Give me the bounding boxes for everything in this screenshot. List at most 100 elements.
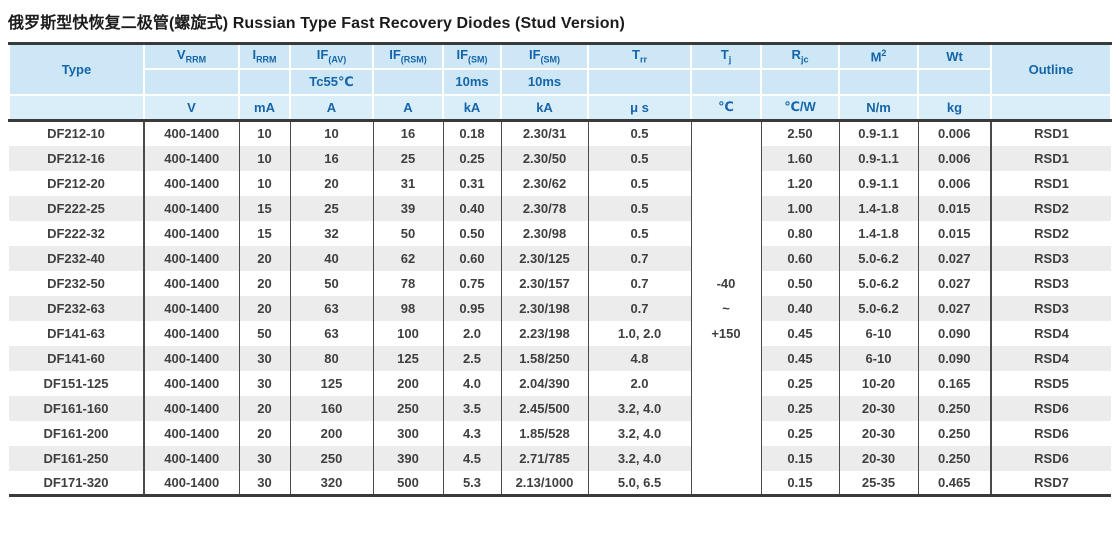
table-row: DF232-40 400-1400 20 40 62 0.60 2.30/125 0.7 0.6…	[9, 245, 1111, 271]
cell-ifsm10: 2.30/198	[500, 295, 588, 321]
cell-irrm: 10	[238, 145, 290, 171]
cell-outline: RSD7	[990, 470, 1111, 496]
cell-ifrsm: 39	[372, 195, 443, 221]
cell-ifrsm: 78	[372, 270, 443, 296]
cell-ifrsm: 300	[372, 420, 443, 446]
table-row: DF141-63 400-1400 50 63 100 2.0 2.23/198 1.0, 2…	[9, 320, 1111, 346]
page-title: 俄罗斯型快恢复二极管(螺旋式) Russian Type Fast Recove…	[8, 15, 625, 32]
cell-trr: 5.0, 6.5	[587, 470, 691, 496]
cell-ifsm10: 2.30/157	[500, 270, 588, 296]
col-header-rjc: Rjc	[760, 42, 840, 70]
cell-irrm: 30	[238, 345, 290, 371]
cell-ifsm: 0.25	[442, 145, 501, 171]
unit-ifav: A	[289, 93, 374, 122]
header-row-conditions: Tc55℃ 10ms 10ms	[9, 67, 1111, 96]
diode-spec-table: Type VRRM IRRM IF(AV) IF(RSM) IF(SM) IF(…	[8, 42, 1112, 497]
cell-outline: RSD3	[990, 295, 1111, 321]
header-row-symbols: Type VRRM IRRM IF(AV) IF(RSM) IF(SM) IF(…	[8, 42, 1112, 96]
cell-m2: 0.9-1.1	[838, 120, 918, 146]
col-header-irrm: IRRM	[238, 42, 291, 70]
cell-ifsm: 2.5	[442, 345, 501, 371]
cell-m2: 25-35	[838, 470, 918, 496]
col-header-ifsm: IF(SM)	[442, 42, 502, 70]
cell-trr: 3.2, 4.0	[587, 445, 691, 471]
cell-wt: 0.006	[917, 145, 991, 171]
cell-vrrm: 400-1400	[143, 245, 239, 271]
cell-wt: 0.006	[917, 170, 991, 196]
cell-type: DF161-250	[43, 450, 109, 466]
cell-rjc: 0.25	[760, 420, 839, 446]
cell-m2: 20-30	[838, 445, 918, 471]
col-header-ifrsm: IF(RSM)	[372, 42, 444, 70]
table-row: DF212-16 400-1400 10 16 25 0.25 2.30/50 0.5 1.60…	[9, 145, 1111, 171]
cell-type: DF212-20	[47, 175, 105, 191]
cell-wt: 0.027	[917, 270, 991, 296]
table-row: DF161-200 400-1400 20 200 300 4.3 1.85/528 3.2,…	[9, 420, 1111, 446]
cell-vrrm: 400-1400	[143, 195, 239, 221]
cell-rjc: 0.25	[760, 370, 839, 396]
cell-ifav: 320	[289, 470, 373, 496]
cell-type: DF232-63	[47, 300, 105, 316]
tj-range-line: ~	[722, 300, 730, 316]
cell-m2: 1.4-1.8	[838, 220, 918, 246]
cell-trr: 3.2, 4.0	[587, 395, 691, 421]
col-header-type: Type	[8, 42, 145, 96]
condition-ifsm-10ms: 10ms	[500, 67, 589, 96]
cell-trr: 0.7	[587, 245, 691, 271]
cell-outline: RSD2	[990, 195, 1111, 221]
cell-rjc: 1.60	[760, 145, 839, 171]
tj-range-line: -40	[716, 275, 736, 291]
cell-m2: 6-10	[838, 345, 918, 371]
cell-m2: 20-30	[838, 420, 918, 446]
unit-type	[8, 93, 145, 122]
table-row: DF222-32 400-1400 15 32 50 0.50 2.30/98 0.5 0.80…	[9, 220, 1111, 246]
cell-rjc: 0.60	[760, 245, 839, 271]
condition-wt	[917, 67, 992, 96]
cell-ifav: 16	[289, 145, 373, 171]
cell-ifsm: 0.75	[442, 270, 501, 296]
cell-ifrsm: 50	[372, 220, 443, 246]
cell-ifsm: 5.3	[442, 470, 501, 496]
cell-ifsm10: 2.30/125	[500, 245, 588, 271]
cell-ifrsm: 500	[372, 470, 443, 496]
cell-outline: RSD4	[990, 345, 1111, 371]
cell-rjc: 0.25	[760, 395, 839, 421]
cell-wt: 0.250	[917, 420, 991, 446]
col-header-m2: M2	[838, 42, 919, 70]
cell-ifav: 250	[289, 445, 373, 471]
col-header-ifsm-10ms: IF(SM)	[500, 42, 589, 70]
table-row: DF151-125 400-1400 30 125 200 4.0 2.04/390 2.0 0…	[9, 370, 1111, 396]
cell-wt: 0.015	[917, 220, 991, 246]
condition-ifrsm	[372, 67, 444, 96]
header-row-units: V mA A A kA kA μ s ℃ ℃/W N/m kg	[8, 93, 1112, 122]
cell-ifsm: 2.0	[442, 320, 501, 346]
cell-m2: 5.0-6.2	[838, 270, 918, 296]
cell-ifsm: 4.5	[442, 445, 501, 471]
condition-vrrm	[143, 67, 240, 96]
condition-trr	[587, 67, 692, 96]
unit-rjc: ℃/W	[760, 93, 840, 122]
cell-ifsm: 0.95	[442, 295, 501, 321]
cell-ifsm10: 1.58/250	[500, 345, 588, 371]
unit-tj: ℃	[690, 93, 762, 122]
table-row: DF171-320 400-1400 30 320 500 5.3 2.13/1000 5.0…	[9, 470, 1111, 496]
cell-wt: 0.006	[917, 120, 991, 146]
cell-ifsm10: 2.71/785	[500, 445, 588, 471]
unit-trr: μ s	[587, 93, 692, 122]
cell-irrm: 10	[238, 170, 290, 196]
col-header-trr: Trr	[587, 42, 692, 70]
cell-wt: 0.027	[917, 245, 991, 271]
table-row: DF161-160 400-1400 20 160 250 3.5 2.45/500 3.2,…	[9, 395, 1111, 421]
cell-irrm: 10	[238, 120, 290, 146]
cell-vrrm: 400-1400	[143, 420, 239, 446]
cell-rjc: 0.40	[760, 295, 839, 321]
cell-type: DF141-63	[47, 325, 105, 341]
cell-ifav: 80	[289, 345, 373, 371]
cell-outline: RSD1	[990, 170, 1111, 196]
cell-ifrsm: 25	[372, 145, 443, 171]
cell-vrrm: 400-1400	[143, 445, 239, 471]
cell-trr: 0.5	[587, 145, 691, 171]
cell-ifsm: 0.40	[442, 195, 501, 221]
cell-ifrsm: 200	[372, 370, 443, 396]
cell-ifsm: 0.18	[442, 120, 501, 146]
